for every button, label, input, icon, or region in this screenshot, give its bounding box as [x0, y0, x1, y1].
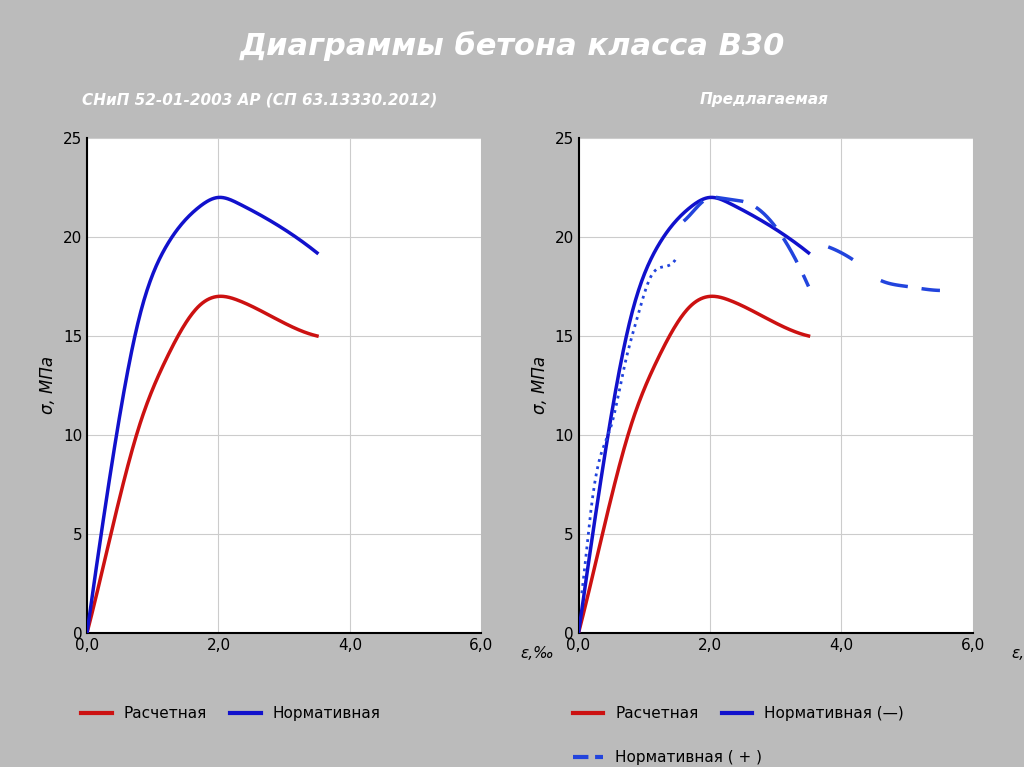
Text: ε,‰: ε,‰: [520, 646, 554, 661]
Y-axis label: σ, МПа: σ, МПа: [530, 357, 549, 414]
Text: ε,‰: ε,‰: [1012, 646, 1024, 661]
Text: Предлагаемая: Предлагаемая: [699, 92, 828, 107]
Legend: Расчетная, Нормативная: Расчетная, Нормативная: [75, 700, 387, 727]
Text: СНиП 52-01-2003 АР (СП 63.13330.2012): СНиП 52-01-2003 АР (СП 63.13330.2012): [82, 92, 438, 107]
Legend: Нормативная ( + ): Нормативная ( + ): [566, 744, 768, 767]
Text: Диаграммы бетона класса В30: Диаграммы бетона класса В30: [240, 31, 784, 61]
Y-axis label: σ, МПа: σ, МПа: [39, 357, 57, 414]
